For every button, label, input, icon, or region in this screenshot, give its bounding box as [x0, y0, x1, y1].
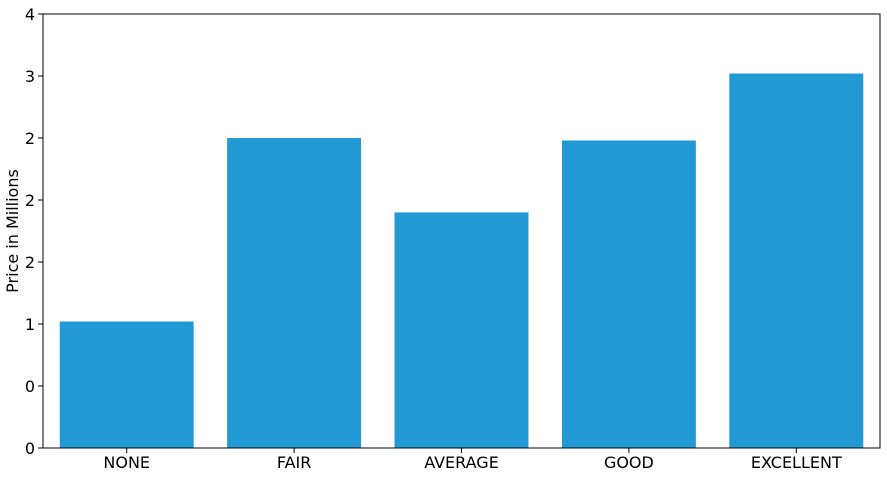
- x-tick-label: FAIR: [277, 453, 312, 472]
- x-tick-label: EXCELLENT: [751, 453, 842, 472]
- y-tick-label: 0: [25, 377, 35, 396]
- x-tick-label: GOOD: [604, 453, 654, 472]
- bar-fair: [227, 138, 362, 448]
- bar-average: [394, 212, 529, 448]
- y-tick-label: 2: [25, 191, 35, 210]
- y-tick-label: 1: [25, 315, 35, 334]
- y-tick-label: 4: [25, 5, 35, 24]
- bar-excellent: [729, 73, 864, 449]
- y-axis: 0 0 1 2 2 2 3 4: [25, 5, 43, 458]
- y-axis-label: Price in Millions: [3, 169, 22, 293]
- y-tick-label: 2: [25, 253, 35, 272]
- y-tick-label: 3: [25, 67, 35, 86]
- x-axis: NONE FAIR AVERAGE GOOD EXCELLENT: [103, 448, 842, 472]
- y-tick-label: 0: [25, 439, 35, 458]
- x-tick-label: AVERAGE: [424, 453, 499, 472]
- y-tick-label: 2: [25, 129, 35, 148]
- bar-none: [59, 321, 194, 448]
- bars-layer: [59, 73, 864, 449]
- bar-good: [561, 140, 696, 449]
- x-tick-label: NONE: [103, 453, 150, 472]
